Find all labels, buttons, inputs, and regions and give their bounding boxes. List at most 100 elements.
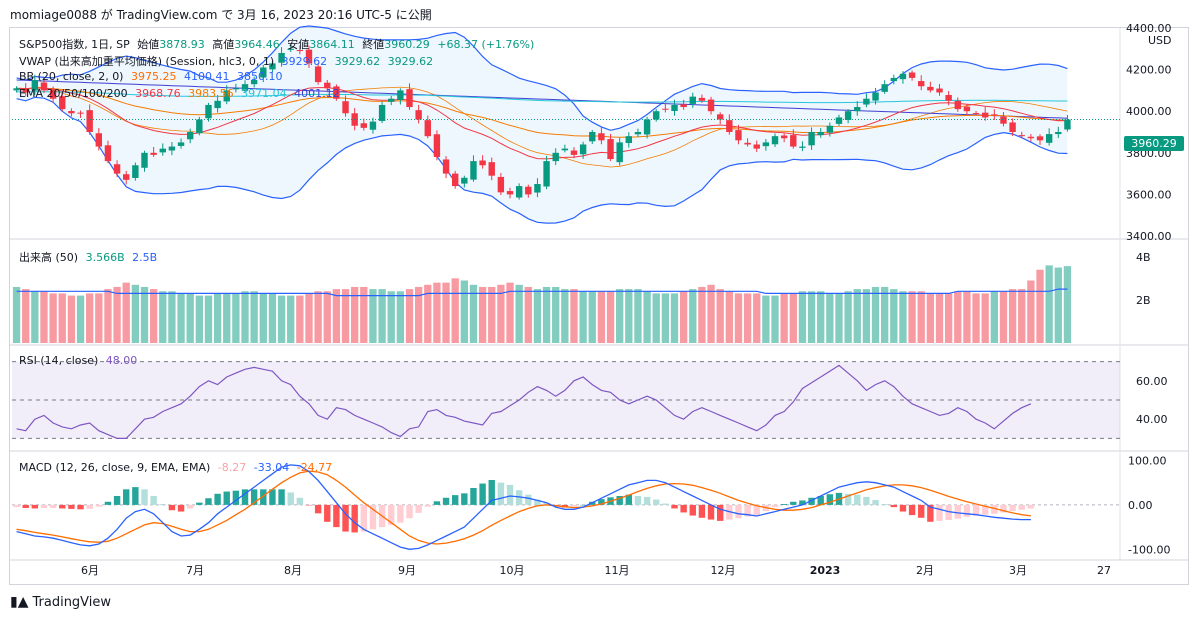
macd-histogram-bar	[981, 504, 989, 515]
bb-upper-line	[16, 25, 1068, 131]
macd-histogram-bar	[662, 503, 669, 505]
candle-body	[132, 165, 139, 178]
volume-bar	[634, 289, 642, 343]
legend-vwap[interactable]: VWAP (出来高加重平均価格) (Session, hlc3, 0, 1) 3…	[19, 53, 437, 69]
volume-bar	[625, 289, 633, 343]
macd-histogram-bar	[104, 501, 112, 505]
volume-bar	[177, 293, 185, 343]
volume-bar	[76, 295, 85, 343]
legend-macd-v1: -8.27	[217, 461, 247, 474]
footer-brand[interactable]: ▮▲ TradingView	[10, 594, 111, 610]
volume-bar	[999, 291, 1008, 343]
legend-close: 3960.29	[384, 38, 430, 51]
volume-bar	[232, 293, 240, 343]
legend-ema-v1: 3968.76	[135, 87, 181, 100]
legend-macd[interactable]: MACD (12, 26, close, 9, EMA, EMA) -8.27 …	[19, 461, 336, 474]
price-tick-label: 3400.00	[1126, 230, 1172, 243]
volume-bar	[332, 289, 341, 343]
candle-body	[854, 107, 861, 112]
macd-histogram-bar	[543, 502, 550, 505]
candle-body	[77, 112, 84, 114]
volume-bar	[643, 291, 651, 343]
legend-rsi-name: RSI (14, close)	[19, 354, 99, 367]
macd-histogram-bar	[525, 494, 532, 505]
volume-bar	[49, 293, 57, 343]
legend-bb[interactable]: BB (20, close, 2, 0) 3975.25 4100.41 385…	[19, 70, 286, 83]
candle-body	[406, 89, 413, 108]
volume-bar	[1045, 265, 1053, 343]
macd-histogram-bar	[351, 504, 358, 533]
volume-bar	[716, 289, 724, 343]
volume-bar	[140, 286, 149, 343]
macd-histogram-bar	[671, 504, 678, 509]
volume-bar	[1008, 289, 1017, 343]
volume-bar	[250, 291, 258, 343]
candle-body	[771, 136, 779, 145]
candle-body	[223, 90, 230, 102]
macd-histogram-bar	[872, 500, 879, 505]
price-tick-label: 3600.00	[1126, 188, 1172, 201]
volume-bar	[871, 286, 880, 343]
macd-histogram-bar	[214, 493, 221, 505]
macd-histogram-bar	[159, 504, 166, 505]
candle-body	[177, 142, 185, 146]
candle-body	[186, 132, 194, 140]
tradingview-logo-icon: ▮▲	[10, 594, 29, 610]
legend-open: 3878.93	[159, 38, 205, 51]
legend-bb-v1: 3975.25	[130, 70, 177, 83]
time-tick-label: 9月	[398, 564, 416, 577]
candle-body	[461, 177, 468, 184]
candle-body	[488, 162, 495, 176]
time-tick-label: 27	[1097, 564, 1111, 577]
bb-lower-line	[16, 96, 1068, 224]
legend-main[interactable]: S&P500指数, 1日, SP 始値3878.93 高値3964.46 安値3…	[19, 36, 538, 52]
candle-body	[40, 82, 48, 91]
candle-body	[607, 139, 614, 160]
legend-ema-v3: 3971.04	[241, 87, 287, 100]
candle-body	[653, 111, 660, 120]
volume-bar	[168, 291, 176, 343]
macd-histogram-bar	[49, 504, 57, 508]
candle-body	[726, 120, 733, 132]
candle-body	[214, 100, 221, 109]
candle-body	[991, 114, 998, 116]
volume-bar	[40, 291, 48, 343]
candle-body	[369, 121, 377, 130]
macd-histogram-bar	[716, 504, 724, 521]
candle-body	[342, 101, 349, 114]
volume-bar	[899, 291, 907, 343]
candle-body	[141, 152, 148, 168]
macd-histogram-bar	[86, 504, 93, 509]
macd-histogram-bar	[433, 501, 441, 505]
legend-volume[interactable]: 出来高 (50) 3.566B 2.5B	[19, 249, 161, 265]
time-tick-label: 3月	[1009, 564, 1027, 577]
macd-histogram-bar	[534, 499, 541, 505]
legend-vwap-v1: 3929.62	[281, 55, 328, 68]
candle-body	[360, 123, 368, 128]
candle-body	[1009, 122, 1016, 132]
candle-body	[963, 106, 971, 112]
legend-macd-name: MACD (12, 26, close, 9, EMA, EMA)	[19, 461, 211, 474]
macd-histogram-bar	[963, 504, 971, 517]
candle-body	[525, 186, 532, 195]
legend-ema[interactable]: EMA 20/50/100/200 3968.76 3983.56 3971.0…	[19, 87, 344, 100]
macd-histogram-bar	[132, 487, 139, 505]
macd-histogram-bar	[780, 504, 788, 505]
volume-bar	[341, 289, 350, 343]
volume-bar	[113, 286, 121, 343]
candle-body	[881, 84, 888, 92]
candle-body	[123, 174, 130, 180]
volume-bar	[817, 291, 825, 343]
candle-body	[397, 90, 404, 100]
macd-histogram-bar	[744, 504, 751, 517]
legend-rsi[interactable]: RSI (14, close) 48.00	[19, 354, 141, 367]
macd-histogram-bar	[625, 494, 633, 505]
macd-histogram-bar	[844, 493, 852, 505]
candle-body	[643, 119, 651, 135]
volume-bar	[58, 293, 66, 343]
macd-histogram-bar	[113, 496, 121, 505]
volume-bar	[963, 291, 971, 343]
volume-bar	[771, 295, 779, 343]
volume-bar	[670, 293, 679, 343]
candle-body	[735, 130, 742, 141]
